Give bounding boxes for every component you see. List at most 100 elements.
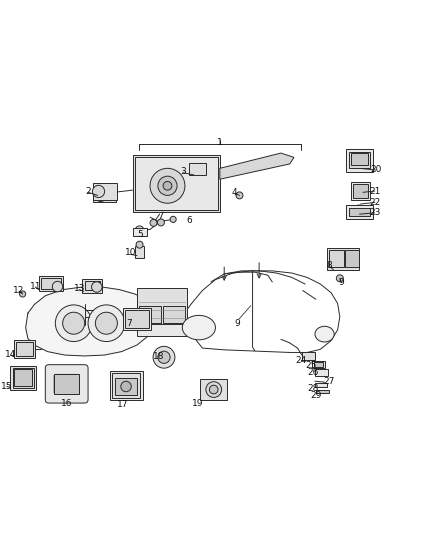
Circle shape [236, 192, 243, 199]
Bar [134, 228, 147, 236]
Bar [349, 207, 371, 216]
Text: 1: 1 [217, 138, 223, 147]
Text: 23: 23 [369, 208, 381, 217]
Bar [346, 205, 373, 219]
Circle shape [55, 305, 92, 342]
Bar [93, 185, 116, 203]
Bar [135, 157, 218, 210]
Bar [133, 155, 220, 212]
Ellipse shape [182, 316, 215, 340]
Bar [135, 246, 145, 258]
Circle shape [121, 381, 131, 392]
Bar [115, 378, 137, 395]
Bar [189, 163, 206, 175]
Bar [137, 324, 187, 336]
Bar [54, 374, 79, 394]
Text: 26: 26 [307, 368, 319, 377]
Text: 12: 12 [14, 286, 25, 295]
Text: 28: 28 [307, 384, 319, 393]
Bar [346, 149, 373, 172]
Circle shape [88, 305, 125, 342]
Text: 3: 3 [180, 167, 186, 176]
Circle shape [157, 219, 164, 226]
Text: 20: 20 [371, 165, 382, 174]
Text: 19: 19 [192, 399, 204, 408]
Bar [11, 366, 36, 390]
Circle shape [206, 382, 222, 398]
Text: 2: 2 [85, 187, 91, 196]
Bar [139, 306, 161, 323]
Bar [349, 152, 371, 168]
Text: 6: 6 [187, 216, 192, 225]
Text: 10: 10 [125, 248, 136, 257]
Bar [123, 308, 152, 330]
Text: 7: 7 [126, 319, 132, 328]
Text: 13: 13 [74, 284, 85, 293]
Bar [200, 378, 227, 400]
Circle shape [163, 181, 172, 190]
Text: 11: 11 [29, 281, 41, 290]
Circle shape [63, 312, 85, 334]
Bar [353, 184, 368, 198]
FancyBboxPatch shape [54, 374, 79, 394]
Circle shape [336, 275, 343, 282]
Bar [82, 279, 102, 293]
Circle shape [150, 220, 157, 227]
Bar [137, 288, 187, 326]
Text: 4: 4 [232, 188, 237, 197]
Bar [329, 250, 344, 268]
Text: 9: 9 [338, 278, 344, 287]
Ellipse shape [315, 326, 334, 342]
Text: 5: 5 [138, 230, 143, 239]
Circle shape [135, 226, 144, 235]
Circle shape [356, 205, 361, 210]
Bar [314, 362, 323, 367]
Text: 17: 17 [117, 400, 129, 409]
Bar [316, 390, 329, 393]
Bar [351, 182, 371, 200]
Bar [125, 310, 149, 328]
Bar [112, 373, 141, 398]
Circle shape [136, 241, 143, 248]
Text: 25: 25 [305, 361, 317, 370]
Circle shape [95, 312, 117, 334]
Text: 9: 9 [234, 319, 240, 328]
Bar [327, 248, 360, 270]
Text: 27: 27 [323, 377, 335, 386]
Text: 8: 8 [326, 261, 332, 270]
Bar [16, 342, 33, 357]
Bar [315, 383, 327, 387]
Polygon shape [26, 287, 154, 356]
Text: 29: 29 [310, 391, 321, 400]
Polygon shape [220, 153, 294, 179]
Circle shape [92, 185, 105, 198]
Bar [85, 281, 100, 290]
Text: 18: 18 [153, 352, 165, 361]
Bar [302, 352, 315, 360]
Bar [13, 368, 34, 388]
Circle shape [92, 282, 102, 292]
Text: 21: 21 [369, 187, 381, 196]
FancyBboxPatch shape [45, 365, 88, 403]
Bar [93, 183, 117, 200]
Circle shape [158, 351, 170, 364]
Bar [14, 340, 35, 358]
Text: 22: 22 [369, 198, 380, 207]
Text: 24: 24 [295, 356, 306, 365]
Circle shape [158, 176, 177, 196]
Bar [39, 276, 63, 292]
Bar [345, 250, 359, 268]
Text: 16: 16 [60, 399, 72, 408]
Bar [163, 306, 185, 323]
Bar [110, 371, 143, 400]
Text: 15: 15 [1, 382, 13, 391]
Bar [41, 278, 60, 289]
Bar [312, 361, 325, 368]
Circle shape [52, 281, 63, 292]
Bar [315, 369, 328, 376]
Text: 14: 14 [5, 350, 17, 359]
Circle shape [170, 216, 176, 222]
Circle shape [95, 189, 107, 201]
Bar [351, 154, 368, 165]
Circle shape [153, 346, 175, 368]
